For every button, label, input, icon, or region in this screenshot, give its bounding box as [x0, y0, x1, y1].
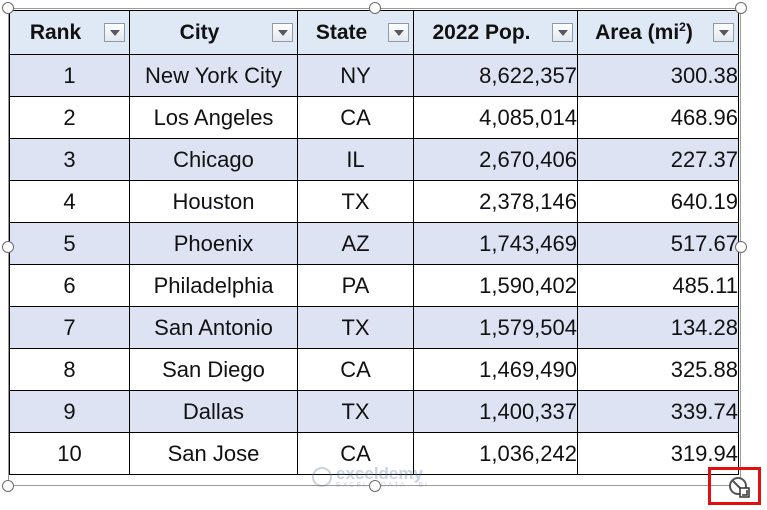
cell-rank: 6	[9, 264, 130, 307]
table-row: 1 New York City NY 8,622,357 300.38	[9, 54, 739, 97]
cell-city: San Jose	[129, 432, 298, 475]
header-state: State	[297, 10, 414, 55]
cell-state: TX	[297, 180, 414, 223]
filter-dropdown-state[interactable]	[388, 23, 409, 42]
highlight-box	[708, 467, 761, 505]
cell-pop: 4,085,014	[413, 96, 578, 139]
resize-cursor-icon	[729, 477, 750, 498]
table-row: 7 San Antonio TX 1,579,504 134.28	[9, 306, 739, 349]
table-row: 3 Chicago IL 2,670,406 227.37	[9, 138, 739, 181]
header-row: Rank City State 2022 Pop. Area (mi2)	[9, 10, 739, 55]
cell-city: Chicago	[129, 138, 298, 181]
cell-rank: 3	[9, 138, 130, 181]
cell-state: IL	[297, 138, 414, 181]
cell-area: 300.38	[577, 54, 739, 97]
resize-handle-top-left[interactable]	[2, 2, 14, 14]
cell-state: AZ	[297, 222, 414, 265]
cell-city: Philadelphia	[129, 264, 298, 307]
resize-handle-bottom-center[interactable]	[369, 480, 381, 492]
cell-pop: 2,378,146	[413, 180, 578, 223]
header-city: City	[129, 10, 298, 55]
chevron-down-icon	[277, 29, 288, 36]
cell-city: Los Angeles	[129, 96, 298, 139]
table-row: 8 San Diego CA 1,469,490 325.88	[9, 348, 739, 391]
resize-handle-top-center[interactable]	[369, 2, 381, 14]
cell-area: 134.28	[577, 306, 739, 349]
table-row: 5 Phoenix AZ 1,743,469 517.67	[9, 222, 739, 265]
table-row: 4 Houston TX 2,378,146 640.19	[9, 180, 739, 223]
cell-pop: 1,579,504	[413, 306, 578, 349]
header-pop: 2022 Pop.	[413, 10, 578, 55]
filter-dropdown-city[interactable]	[272, 23, 293, 42]
city-population-table: Rank City State 2022 Pop. Area (mi2) 1	[9, 10, 739, 475]
cell-pop: 1,469,490	[413, 348, 578, 391]
cell-rank: 10	[9, 432, 130, 475]
chevron-down-icon	[557, 29, 568, 36]
cell-area: 640.19	[577, 180, 739, 223]
cell-area: 468.96	[577, 96, 739, 139]
cell-rank: 1	[9, 54, 130, 97]
cell-rank: 4	[9, 180, 130, 223]
cell-city: Houston	[129, 180, 298, 223]
resize-handle-middle-right[interactable]	[735, 241, 747, 253]
cell-pop: 2,670,406	[413, 138, 578, 181]
table-row: 6 Philadelphia PA 1,590,402 485.11	[9, 264, 739, 307]
cell-city: Phoenix	[129, 222, 298, 265]
cell-state: PA	[297, 264, 414, 307]
resize-handle-bottom-left[interactable]	[2, 480, 14, 492]
cell-pop: 8,622,357	[413, 54, 578, 97]
filter-dropdown-area[interactable]	[713, 23, 734, 42]
cell-area: 517.67	[577, 222, 739, 265]
header-state-label: State	[315, 20, 368, 44]
cell-city: Dallas	[129, 390, 298, 433]
header-rank: Rank	[9, 10, 130, 55]
cell-pop: 1,590,402	[413, 264, 578, 307]
cell-rank: 8	[9, 348, 130, 391]
cell-pop: 1,743,469	[413, 222, 578, 265]
cell-rank: 7	[9, 306, 130, 349]
header-city-label: City	[179, 20, 220, 44]
chevron-down-icon	[718, 29, 729, 36]
cell-city: San Antonio	[129, 306, 298, 349]
cell-rank: 9	[9, 390, 130, 433]
cell-area: 325.88	[577, 348, 739, 391]
cell-rank: 5	[9, 222, 130, 265]
cell-area: 227.37	[577, 138, 739, 181]
header-rank-label: Rank	[29, 20, 82, 44]
cell-pop: 1,036,242	[413, 432, 578, 475]
cell-state: TX	[297, 390, 414, 433]
cell-pop: 1,400,337	[413, 390, 578, 433]
cell-state: TX	[297, 306, 414, 349]
cell-state: CA	[297, 348, 414, 391]
table-row: 10 San Jose CA 1,036,242 319.94	[9, 432, 739, 475]
cell-city: San Diego	[129, 348, 298, 391]
resize-handle-top-right[interactable]	[735, 2, 747, 14]
table-row: 2 Los Angeles CA 4,085,014 468.96	[9, 96, 739, 139]
filter-dropdown-rank[interactable]	[104, 23, 125, 42]
cell-rank: 2	[9, 96, 130, 139]
filter-dropdown-pop[interactable]	[552, 23, 573, 42]
cell-state: CA	[297, 96, 414, 139]
cell-area: 339.74	[577, 390, 739, 433]
header-area: Area (mi2)	[577, 10, 739, 55]
chevron-down-icon	[393, 29, 404, 36]
cell-city: New York City	[129, 54, 298, 97]
header-area-label: Area (mi2)	[595, 20, 693, 44]
resize-handle-middle-left[interactable]	[2, 241, 14, 253]
cell-area: 485.11	[577, 264, 739, 307]
cell-state: NY	[297, 54, 414, 97]
chevron-down-icon	[109, 29, 120, 36]
table-row: 9 Dallas TX 1,400,337 339.74	[9, 390, 739, 433]
cell-state: CA	[297, 432, 414, 475]
header-pop-label: 2022 Pop.	[432, 20, 531, 44]
